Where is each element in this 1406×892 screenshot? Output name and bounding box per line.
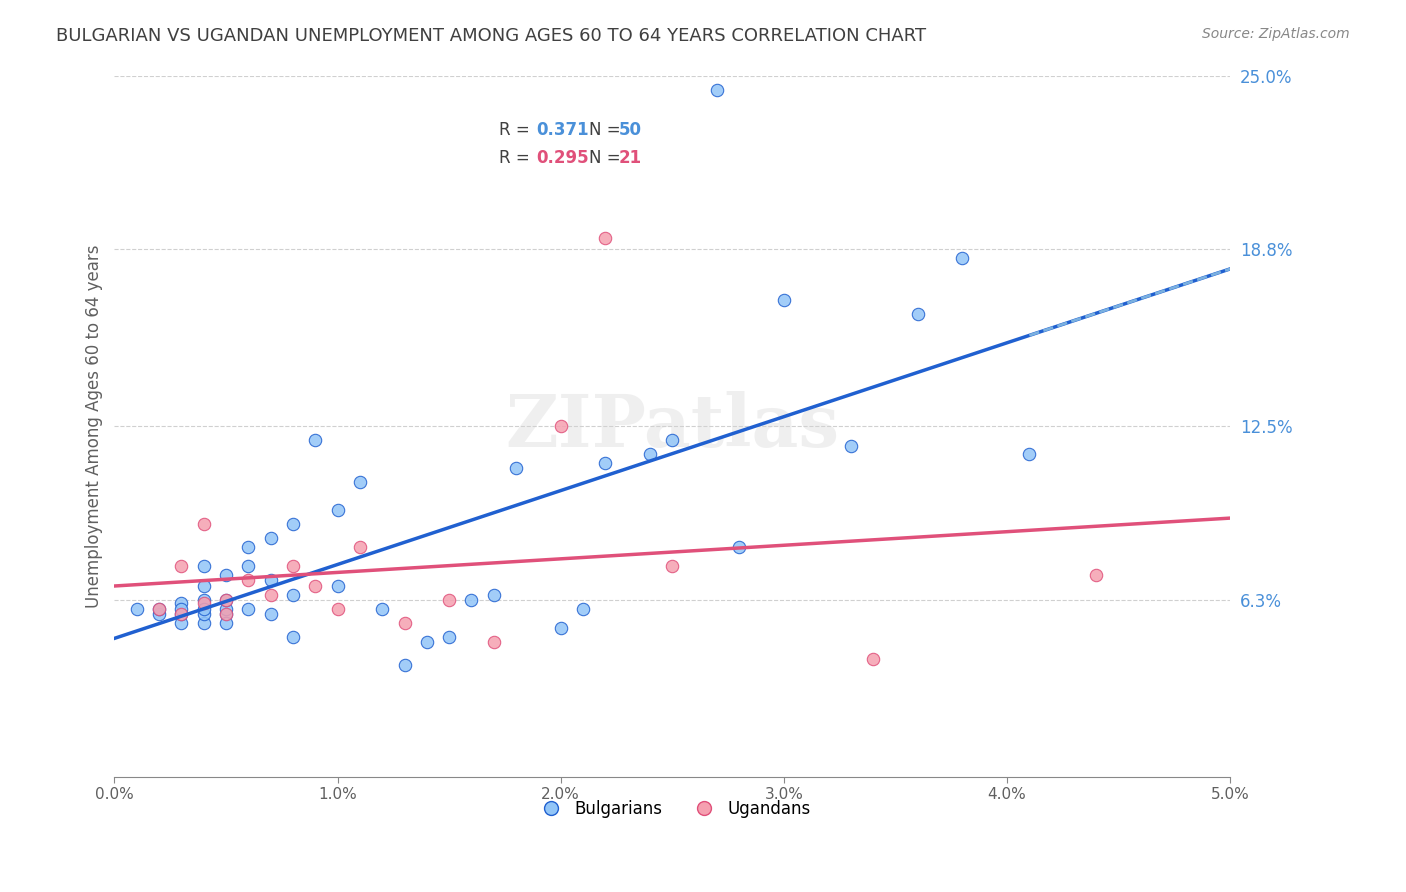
Bulgarians <box>281 587 304 601</box>
Bulgarians <box>595 456 617 470</box>
Bulgarians <box>193 559 215 574</box>
Bulgarians <box>773 293 796 307</box>
Ugandans <box>482 635 505 649</box>
Ugandans <box>595 231 617 245</box>
Bulgarians <box>416 635 439 649</box>
Bulgarians <box>193 615 215 630</box>
Bulgarians <box>638 447 661 461</box>
Ugandans <box>170 607 193 622</box>
Bulgarians <box>371 601 394 615</box>
Text: R =: R = <box>499 149 536 167</box>
Bulgarians <box>907 307 929 321</box>
Bulgarians <box>460 593 482 607</box>
Bulgarians <box>259 574 281 588</box>
Text: 21: 21 <box>619 149 643 167</box>
Text: N =: N = <box>589 149 626 167</box>
Bulgarians <box>281 517 304 532</box>
Ugandans <box>148 601 170 615</box>
Bulgarians <box>1018 447 1040 461</box>
Ugandans <box>394 615 416 630</box>
Bulgarians <box>148 607 170 622</box>
Text: 0.295: 0.295 <box>536 149 589 167</box>
Bulgarians <box>437 630 460 644</box>
Ugandans <box>304 579 326 593</box>
Bulgarians <box>259 607 281 622</box>
Ugandans <box>281 559 304 574</box>
Bulgarians <box>304 434 326 448</box>
Ugandans <box>238 574 260 588</box>
Bulgarians <box>215 567 238 582</box>
Bulgarians <box>550 621 572 635</box>
Bulgarians <box>259 532 281 546</box>
Ugandans <box>349 540 371 554</box>
Text: ZIPatlas: ZIPatlas <box>505 391 839 462</box>
Text: Source: ZipAtlas.com: Source: ZipAtlas.com <box>1202 27 1350 41</box>
Ugandans <box>193 596 215 610</box>
Ugandans <box>1085 567 1108 582</box>
Ugandans <box>862 652 884 666</box>
Bulgarians <box>482 587 505 601</box>
Legend: Bulgarians, Ugandans: Bulgarians, Ugandans <box>527 793 817 824</box>
Bulgarians <box>170 615 193 630</box>
Bulgarians <box>193 579 215 593</box>
Bulgarians <box>215 615 238 630</box>
Bulgarians <box>215 601 238 615</box>
Bulgarians <box>326 579 349 593</box>
Ugandans <box>326 601 349 615</box>
Text: BULGARIAN VS UGANDAN UNEMPLOYMENT AMONG AGES 60 TO 64 YEARS CORRELATION CHART: BULGARIAN VS UGANDAN UNEMPLOYMENT AMONG … <box>56 27 927 45</box>
Bulgarians <box>170 601 193 615</box>
Bulgarians <box>148 601 170 615</box>
Bulgarians <box>572 601 595 615</box>
Text: 50: 50 <box>619 121 641 139</box>
Ugandans <box>170 559 193 574</box>
Bulgarians <box>661 434 683 448</box>
Bulgarians <box>394 657 416 672</box>
Bulgarians <box>505 461 527 475</box>
Bulgarians <box>238 540 260 554</box>
Ugandans <box>193 517 215 532</box>
Bulgarians <box>238 559 260 574</box>
Text: R =: R = <box>499 121 536 139</box>
Bulgarians <box>238 601 260 615</box>
Bulgarians <box>170 607 193 622</box>
Ugandans <box>661 559 683 574</box>
Bulgarians <box>728 540 751 554</box>
Ugandans <box>215 607 238 622</box>
Bulgarians <box>349 475 371 490</box>
Text: N =: N = <box>589 121 626 139</box>
Bulgarians <box>125 601 148 615</box>
Text: 0.371: 0.371 <box>536 121 589 139</box>
Bulgarians <box>706 82 728 96</box>
Bulgarians <box>193 601 215 615</box>
Ugandans <box>550 419 572 434</box>
Bulgarians <box>281 630 304 644</box>
Ugandans <box>259 587 281 601</box>
Bulgarians <box>193 593 215 607</box>
Bulgarians <box>215 607 238 622</box>
Bulgarians <box>215 593 238 607</box>
Bulgarians <box>193 607 215 622</box>
Bulgarians <box>952 251 974 265</box>
Ugandans <box>215 593 238 607</box>
Y-axis label: Unemployment Among Ages 60 to 64 years: Unemployment Among Ages 60 to 64 years <box>86 244 103 608</box>
Bulgarians <box>170 596 193 610</box>
Bulgarians <box>326 503 349 517</box>
Ugandans <box>437 593 460 607</box>
Bulgarians <box>839 439 862 453</box>
